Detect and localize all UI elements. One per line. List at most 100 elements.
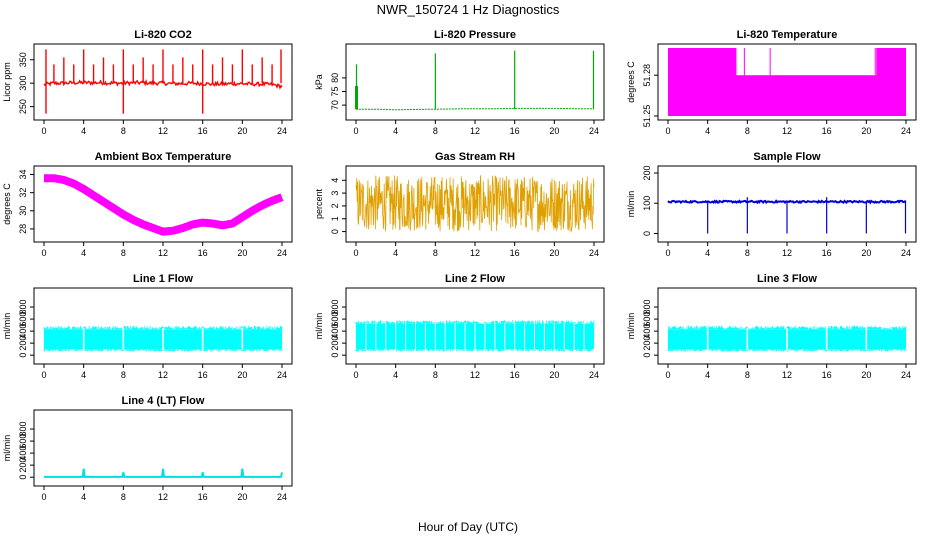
x-tick-label: 20 <box>861 370 871 380</box>
x-tick-label: 4 <box>81 370 86 380</box>
x-tick-label: 16 <box>822 248 832 258</box>
series-marks <box>668 48 906 116</box>
series-marks <box>43 49 283 114</box>
y-tick-label: 0 <box>330 353 340 358</box>
series-marks <box>44 468 283 478</box>
x-tick-label: 0 <box>41 126 46 136</box>
y-tick-label: 32 <box>18 188 28 198</box>
x-tick-label: 4 <box>81 126 86 136</box>
panel-title: Sample Flow <box>753 151 821 163</box>
panel-1: Li-820 CO2 Licor ppm 0 4 8 12 16 20 24 250 300 350 <box>2 29 293 136</box>
x-tick-label: 4 <box>393 248 398 258</box>
x-tick-label: 12 <box>782 370 792 380</box>
x-tick-label: 16 <box>822 126 832 136</box>
y-axis-label: ml/min <box>626 191 636 218</box>
x-tick-label: 20 <box>237 370 247 380</box>
y-tick-label: 1 <box>330 216 340 221</box>
x-tick-label: 4 <box>705 248 710 258</box>
panel-2: Li-820 Pressure kPa 0 4 8 12 16 20 24 70 75 80 <box>314 29 605 136</box>
x-tick-label: 12 <box>158 248 168 258</box>
y-tick-label: 400 <box>642 324 652 339</box>
y-axis-label: degrees C <box>2 183 12 225</box>
y-tick-label: 0 <box>642 231 652 236</box>
x-tick-label: 0 <box>665 370 670 380</box>
y-tick-label: 0 <box>642 353 652 358</box>
panel-title: Li-820 Temperature <box>737 29 838 41</box>
x-tick-label: 24 <box>589 370 599 380</box>
y-tick-label: 0 <box>18 353 28 358</box>
y-tick-label: 300 <box>18 76 28 91</box>
panel-title: Gas Stream RH <box>435 151 515 163</box>
y-tick-label: 4 <box>330 178 340 183</box>
y-tick-label: 250 <box>18 99 28 114</box>
x-tick-label: 12 <box>470 248 480 258</box>
x-tick-label: 16 <box>198 126 208 136</box>
panel-title: Li-820 Pressure <box>434 29 516 41</box>
panel-3: Li-820 Temperature degrees C 0 4 8 12 16 20 24 51… <box>626 29 917 136</box>
x-tick-label: 12 <box>158 370 168 380</box>
series-line <box>356 107 594 111</box>
y-tick-label: 100 <box>642 196 652 211</box>
y-tick-label: 200 <box>330 336 340 351</box>
panel-8: Line 2 Flow ml/min 0 4 8 12 16 20 24 0 20040060080… <box>314 273 605 380</box>
panel-title: Ambient Box Temperature <box>95 151 232 163</box>
y-tick-label: 400 <box>330 324 340 339</box>
gap-area <box>736 48 877 76</box>
panel-title: Line 4 (LT) Flow <box>122 395 205 407</box>
x-tick-label: 20 <box>861 126 871 136</box>
x-tick-label: 20 <box>861 248 871 258</box>
series-band <box>41 174 285 236</box>
figure-title: NWR_150724 1 Hz Diagnostics <box>377 2 560 17</box>
panel-title: Line 1 Flow <box>133 273 193 285</box>
x-tick-label: 24 <box>277 126 287 136</box>
y-axis-label: ml/min <box>2 435 12 462</box>
x-tick-label: 4 <box>393 126 398 136</box>
x-tick-label: 12 <box>158 126 168 136</box>
y-tick-label: 30 <box>18 206 28 216</box>
x-tick-label: 8 <box>121 370 126 380</box>
panel-6: Sample Flow ml/min 0 4 8 12 16 20 24 0 100 200 <box>626 151 917 258</box>
y-tick-label: 600 <box>330 312 340 327</box>
x-tick-label: 24 <box>901 248 911 258</box>
series-marks <box>43 325 283 352</box>
x-tick-label: 16 <box>510 248 520 258</box>
y-tick-label: 200 <box>18 336 28 351</box>
y-tick-label: 400 <box>18 324 28 339</box>
figure-x-axis-label: Hour of Day (UTC) <box>418 520 518 534</box>
y-tick-label: 800 <box>642 300 652 315</box>
series-marks <box>354 50 595 111</box>
y-tick-label: 400 <box>18 446 28 461</box>
x-tick-label: 8 <box>121 126 126 136</box>
x-tick-label: 12 <box>470 126 480 136</box>
x-tick-label: 12 <box>470 370 480 380</box>
y-tick-label: 0 <box>18 475 28 480</box>
x-tick-label: 4 <box>705 126 710 136</box>
x-tick-label: 16 <box>198 248 208 258</box>
y-tick-label: 51.28 <box>642 64 652 87</box>
x-tick-label: 24 <box>589 126 599 136</box>
x-tick-label: 20 <box>549 126 559 136</box>
x-tick-label: 8 <box>745 370 750 380</box>
y-tick-label: 2 <box>330 203 340 208</box>
x-tick-label: 0 <box>353 126 358 136</box>
y-tick-label: 200 <box>642 166 652 181</box>
y-axis-label: kPa <box>314 74 324 90</box>
y-axis-label: Licor ppm <box>2 62 12 102</box>
series-marks <box>355 320 595 352</box>
y-tick-label: 51.25 <box>642 105 652 128</box>
series-marks <box>355 175 595 233</box>
x-tick-label: 20 <box>549 248 559 258</box>
x-tick-label: 24 <box>589 248 599 258</box>
x-tick-label: 20 <box>237 492 247 502</box>
x-tick-label: 4 <box>393 370 398 380</box>
y-tick-label: 600 <box>18 434 28 449</box>
series-marks <box>667 325 907 352</box>
x-tick-label: 4 <box>81 492 86 502</box>
y-tick-label: 200 <box>642 336 652 351</box>
y-axis-label: ml/min <box>626 313 636 340</box>
plot-frame <box>33 287 293 365</box>
series-marks <box>667 197 907 234</box>
x-tick-label: 0 <box>353 248 358 258</box>
x-tick-label: 24 <box>277 248 287 258</box>
